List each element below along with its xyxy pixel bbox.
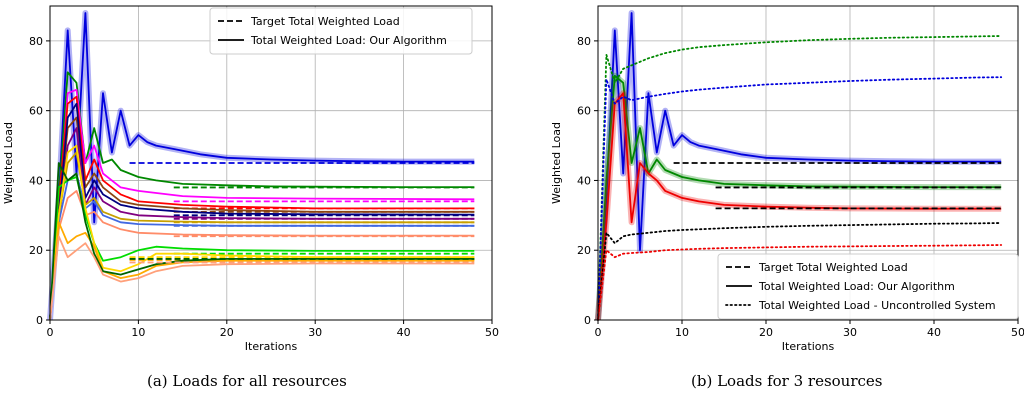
chart-b: 0 10 20 30 40 50 0 20 40 60 80 Iterations Weighted L…: [550, 5, 1024, 353]
x-tick-label: 20: [220, 326, 234, 339]
legend-label-1: Total Weighted Load: Our Algorithm: [250, 34, 447, 47]
series-line-9: [49, 189, 475, 321]
caption-b: (b) Loads for 3 resources: [691, 372, 883, 390]
x-tick-label: 10: [675, 326, 689, 339]
x-tick-label: 10: [131, 326, 145, 339]
series-line-11: [49, 144, 475, 321]
chart-a: 0 10 20 30 40 50 0 20 40 60 80 Iterations Weighted L…: [2, 5, 499, 353]
series-line-2: [597, 92, 1002, 321]
legend-label-1: Total Weighted Load: Our Algorithm: [758, 280, 955, 293]
series-line-6: [49, 127, 475, 321]
series-line-12: [49, 221, 475, 321]
series-line-3: [49, 95, 475, 321]
legend-label-0: Target Total Weighted Load: [250, 15, 400, 28]
series-line-5: [49, 102, 475, 321]
x-tick-label: 30: [308, 326, 322, 339]
legend-box: [717, 253, 1019, 320]
x-tick-label: 0: [47, 326, 54, 339]
legend-box: [209, 7, 473, 55]
y-tick-label: 60: [29, 105, 43, 118]
y-tick-label: 0: [36, 314, 43, 327]
axes-frame: [49, 5, 493, 321]
x-tick-label: 40: [397, 326, 411, 339]
legend-label-2: Total Weighted Load - Uncontrolled Syste…: [758, 299, 996, 312]
y-tick-label: 40: [29, 174, 43, 187]
x-axis-label: Iterations: [782, 340, 835, 353]
y-axis-label: Weighted Load: [2, 122, 15, 204]
y-tick-label: 80: [577, 35, 591, 48]
series-line-4: [49, 116, 475, 321]
x-tick-label: 40: [927, 326, 941, 339]
y-tick-label: 60: [577, 105, 591, 118]
series-line-1: [49, 71, 475, 321]
series-line-0: [49, 12, 475, 321]
y-tick-label: 20: [29, 244, 43, 257]
series-line-7: [49, 151, 475, 321]
x-axis-label: Iterations: [245, 340, 298, 353]
axes-frame: [597, 5, 1019, 321]
x-tick-label: 0: [595, 326, 602, 339]
x-tick-label: 50: [1011, 326, 1024, 339]
y-axis-label: Weighted Load: [550, 122, 563, 204]
y-tick-label: 20: [577, 244, 591, 257]
y-tick-label: 40: [577, 174, 591, 187]
series-line-5: [597, 222, 1003, 321]
series-line-6: [597, 244, 1003, 321]
y-tick-label: 0: [584, 314, 591, 327]
series-line-0: [597, 12, 1002, 321]
series-line-13: [49, 162, 475, 321]
x-tick-label: 30: [843, 326, 857, 339]
series-line-4: [597, 76, 1003, 321]
series-line-3: [597, 35, 1003, 321]
x-tick-label: 50: [485, 326, 499, 339]
series-line-14: [49, 235, 475, 321]
x-tick-label: 20: [759, 326, 773, 339]
legend-label-0: Target Total Weighted Load: [758, 261, 908, 274]
series-line-2: [49, 88, 475, 321]
caption-a: (a) Loads for all resources: [147, 372, 347, 390]
series-line-1: [597, 74, 1002, 321]
y-tick-label: 80: [29, 35, 43, 48]
